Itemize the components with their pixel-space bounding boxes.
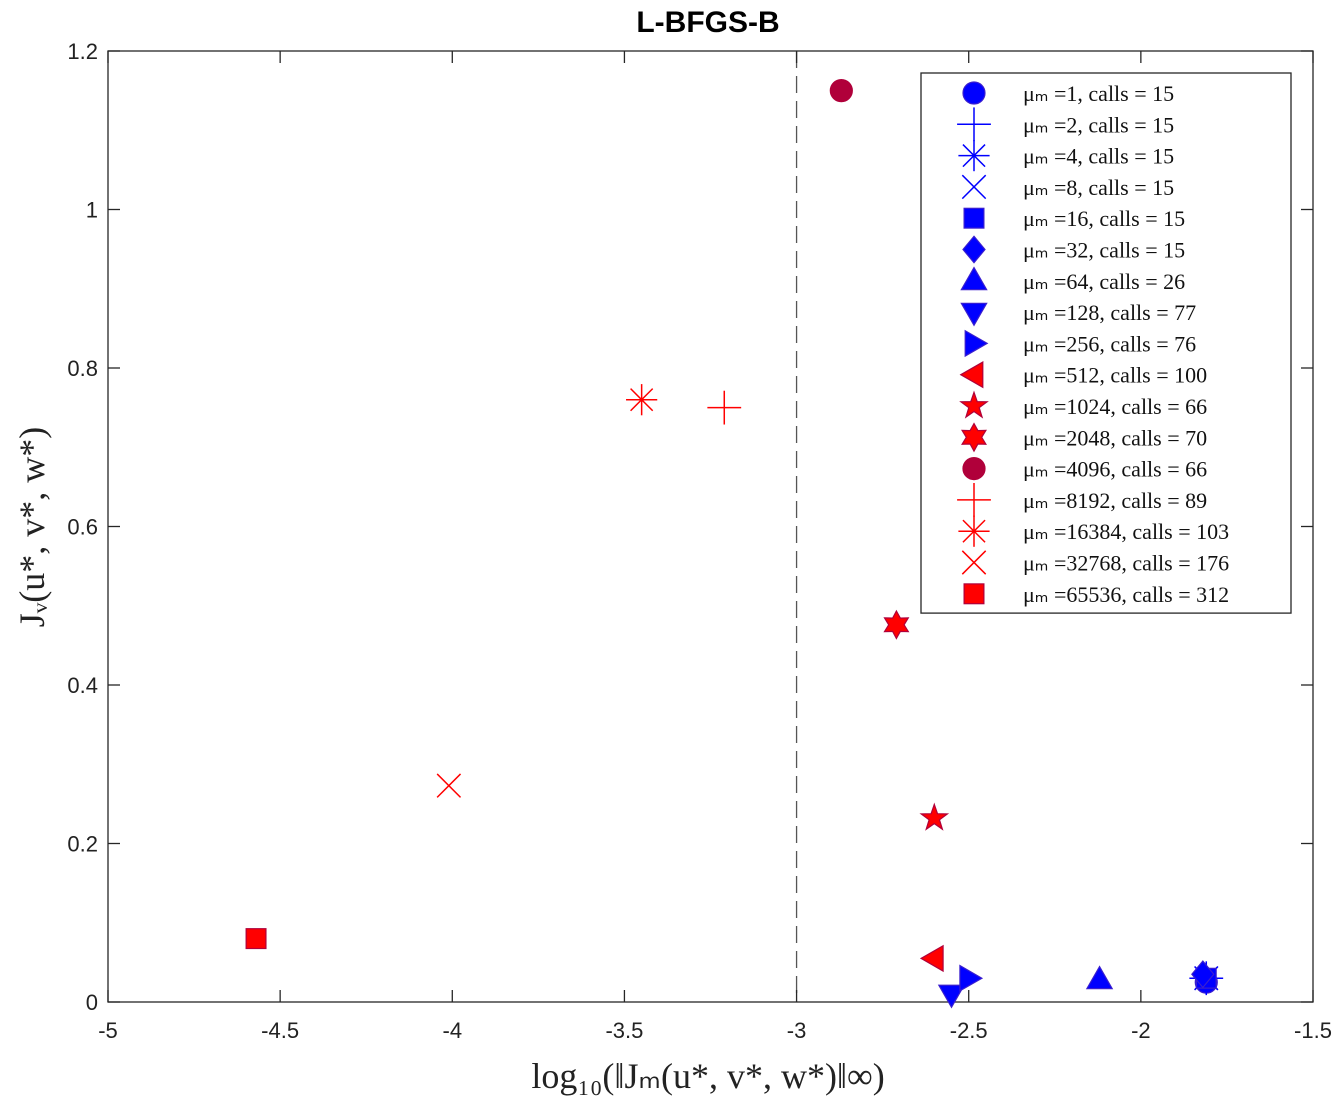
legend-marker-7	[960, 266, 988, 291]
chart-title: L-BFGS-B	[636, 6, 779, 39]
y-tick-label: 1	[86, 198, 98, 223]
legend-label-13: μₘ =4096, calls = 66	[1023, 457, 1207, 482]
legend-label-12: μₘ =2048, calls = 70	[1023, 425, 1207, 450]
legend-marker-14	[957, 483, 991, 517]
asterisk-stroke	[630, 388, 654, 412]
legend-marker-8	[960, 302, 988, 327]
legend-label-17: μₘ =65536, calls = 312	[1023, 582, 1229, 607]
data-point-14	[707, 390, 742, 425]
x-tick-label: -5	[98, 1018, 118, 1043]
x-tick-label: -3	[787, 1018, 807, 1043]
data-point-17	[245, 928, 267, 950]
data-point-12	[883, 609, 910, 640]
x-stroke-2	[961, 174, 987, 200]
legend-label-7: μₘ =64, calls = 26	[1023, 269, 1185, 294]
x-stroke-2	[961, 550, 987, 575]
legend-marker-4	[961, 174, 987, 200]
legend-label-9: μₘ =256, calls = 76	[1023, 331, 1196, 356]
legend-marker-12	[961, 422, 987, 453]
legend-marker-13	[962, 457, 986, 481]
legend-marker-3	[958, 140, 990, 172]
asterisk-stroke	[962, 519, 986, 543]
legend-marker-10	[959, 361, 984, 389]
legend-marker-16	[961, 550, 987, 575]
legend-label-15: μₘ =16384, calls = 103	[1023, 519, 1229, 544]
legend-marker-6	[962, 235, 986, 264]
data-point-15	[626, 384, 658, 416]
x-tick-label: -4	[443, 1018, 463, 1043]
x-tick-label: -4.5	[261, 1018, 299, 1043]
x-axis: -5 -4.5 -4 -3.5 -3 -2.5 -2 -1.5	[98, 51, 1332, 1043]
legend-marker-17	[963, 583, 985, 605]
legend-marker-9	[964, 329, 989, 358]
legend-marker-15	[958, 515, 990, 547]
x-tick-label: -3.5	[605, 1018, 643, 1043]
y-tick-label: 0	[86, 990, 98, 1015]
y-tick-label: 0.4	[67, 673, 98, 698]
y-tick-label: 1.2	[67, 39, 98, 64]
legend-label-3: μₘ =4, calls = 15	[1023, 144, 1174, 169]
legend-label-14: μₘ =8192, calls = 89	[1023, 488, 1207, 513]
legend-label-8: μₘ =128, calls = 77	[1023, 300, 1196, 325]
data-point-8	[937, 984, 966, 1009]
y-tick-label: 0.6	[67, 515, 98, 540]
legend-marker-11	[959, 390, 989, 419]
x-tick-label: -2.5	[950, 1018, 988, 1043]
data-point-13	[829, 79, 853, 103]
legend-label-10: μₘ =512, calls = 100	[1023, 363, 1207, 388]
legend-label-2: μₘ =2, calls = 15	[1023, 112, 1174, 137]
data-point-16	[436, 773, 462, 798]
legend-marker-1	[962, 81, 986, 105]
legend-label-1: μₘ =1, calls = 15	[1023, 81, 1174, 106]
data-point-6	[1191, 960, 1215, 989]
y-tick-label: 0.8	[67, 356, 98, 381]
data-point-10	[919, 944, 944, 973]
legend: μₘ =1, calls = 15 μₘ =2, calls = 15 μₘ =4,…	[920, 72, 1292, 614]
legend-label-11: μₘ =1024, calls = 66	[1023, 394, 1207, 419]
data-markers	[245, 79, 1224, 1009]
y-axis-label: Jᵥ(u*, v*, w*)	[12, 427, 52, 628]
x-tick-label: -1.5	[1294, 1018, 1332, 1043]
data-point-7	[1085, 965, 1114, 990]
asterisk-stroke	[962, 144, 986, 168]
data-point-11	[919, 802, 950, 831]
y-axis: 0 0.2 0.4 0.6 0.8 1 1.2	[67, 39, 1313, 1015]
legend-label-4: μₘ =8, calls = 15	[1023, 175, 1174, 200]
x-stroke-2	[436, 773, 462, 798]
data-point-9	[959, 964, 984, 992]
legend-marker-5	[963, 207, 985, 229]
legend-label-16: μₘ =32768, calls = 176	[1023, 551, 1229, 576]
x-tick-label: -2	[1131, 1018, 1151, 1043]
legend-label-6: μₘ =32, calls = 15	[1023, 238, 1185, 263]
legend-marker-2	[957, 107, 991, 142]
legend-label-5: μₘ =16, calls = 15	[1023, 206, 1185, 231]
y-tick-label: 0.2	[67, 832, 98, 857]
x-axis-label: log₁₀(‖Jₘ(u*, v*, w*)‖∞)	[531, 1056, 884, 1096]
